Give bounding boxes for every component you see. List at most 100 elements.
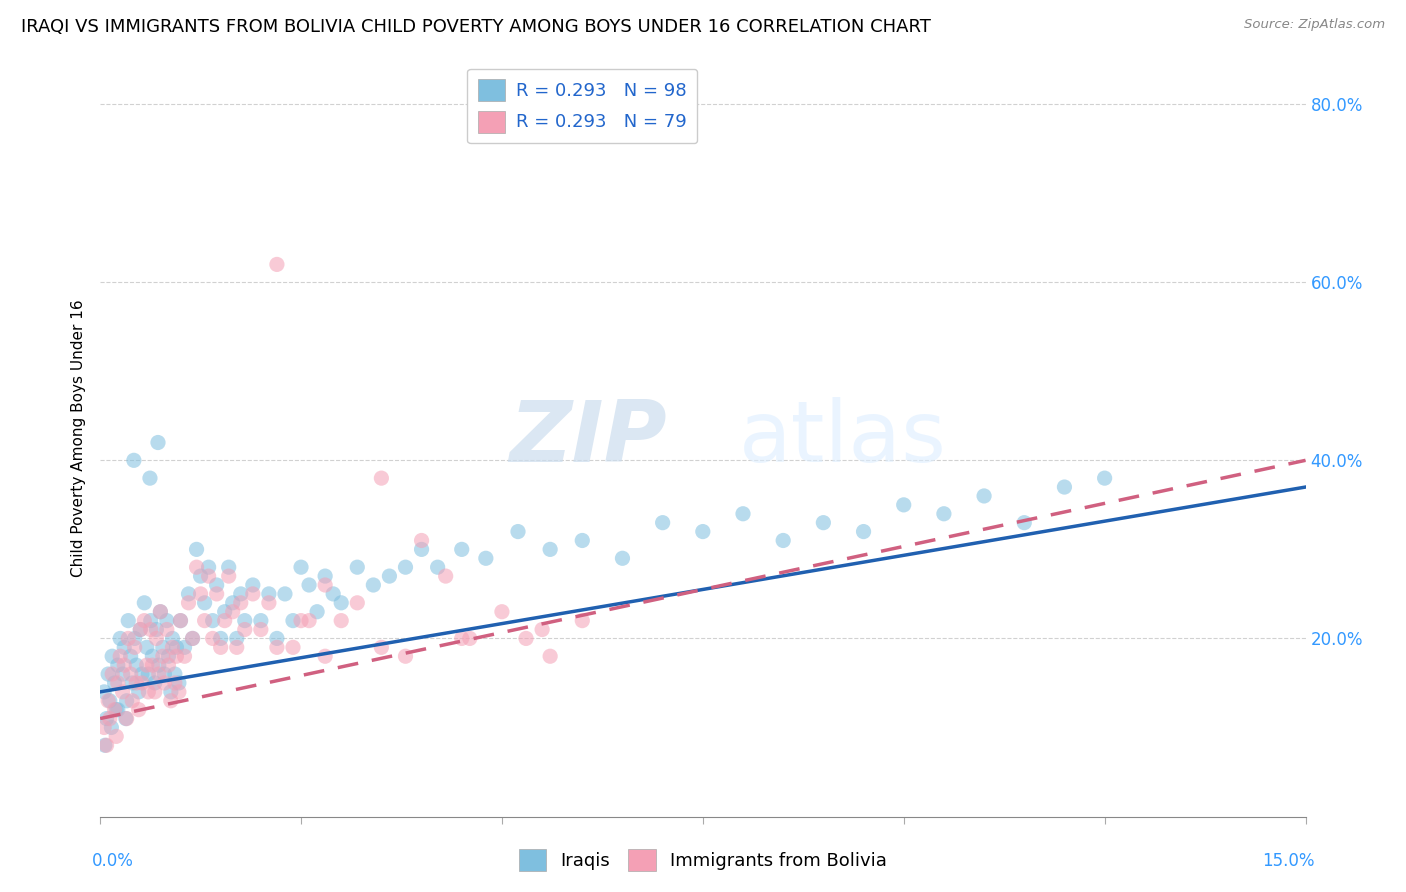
Point xyxy=(115,712,138,726)
Point xyxy=(111,685,134,699)
Point xyxy=(209,632,232,646)
Point xyxy=(153,667,176,681)
Text: IRAQI VS IMMIGRANTS FROM BOLIVIA CHILD POVERTY AMONG BOYS UNDER 16 CORRELATION C: IRAQI VS IMMIGRANTS FROM BOLIVIA CHILD P… xyxy=(21,18,931,36)
Point xyxy=(107,703,129,717)
Point xyxy=(314,649,336,664)
Point xyxy=(612,551,634,566)
Point xyxy=(100,721,122,735)
Point xyxy=(1053,480,1076,494)
Point xyxy=(107,676,129,690)
Point xyxy=(145,632,167,646)
Point xyxy=(932,507,955,521)
Point xyxy=(458,632,481,646)
Point xyxy=(257,587,280,601)
Point xyxy=(378,569,401,583)
Point xyxy=(538,542,561,557)
Point xyxy=(173,649,195,664)
Point xyxy=(394,560,416,574)
Point xyxy=(104,703,127,717)
Point xyxy=(692,524,714,539)
Point xyxy=(166,640,188,655)
Point xyxy=(229,596,252,610)
Point xyxy=(112,640,135,655)
Point xyxy=(274,587,297,601)
Point xyxy=(156,614,179,628)
Point xyxy=(394,649,416,664)
Point xyxy=(143,685,166,699)
Point xyxy=(120,649,142,664)
Point xyxy=(813,516,835,530)
Point xyxy=(93,685,115,699)
Point xyxy=(322,587,344,601)
Point xyxy=(120,667,142,681)
Point xyxy=(330,596,353,610)
Point xyxy=(194,614,217,628)
Point xyxy=(139,623,162,637)
Point xyxy=(330,614,353,628)
Point xyxy=(225,632,247,646)
Point xyxy=(97,694,120,708)
Point xyxy=(163,667,186,681)
Point xyxy=(290,560,312,574)
Point xyxy=(190,569,212,583)
Point xyxy=(370,471,392,485)
Point xyxy=(112,658,135,673)
Point xyxy=(531,623,554,637)
Point xyxy=(128,703,150,717)
Point xyxy=(152,649,174,664)
Point xyxy=(190,587,212,601)
Point xyxy=(281,614,304,628)
Point xyxy=(218,560,240,574)
Point xyxy=(139,614,162,628)
Point xyxy=(139,471,162,485)
Point xyxy=(222,605,245,619)
Point xyxy=(167,676,190,690)
Point xyxy=(233,623,256,637)
Point xyxy=(134,596,156,610)
Point xyxy=(314,569,336,583)
Point xyxy=(96,712,118,726)
Point xyxy=(186,542,208,557)
Point xyxy=(162,632,184,646)
Point xyxy=(242,587,264,601)
Point xyxy=(225,640,247,655)
Point xyxy=(173,640,195,655)
Legend: Iraqis, Immigrants from Bolivia: Iraqis, Immigrants from Bolivia xyxy=(512,842,894,879)
Point xyxy=(314,578,336,592)
Point xyxy=(893,498,915,512)
Point xyxy=(538,649,561,664)
Y-axis label: Child Poverty Among Boys Under 16: Child Poverty Among Boys Under 16 xyxy=(72,299,86,577)
Point xyxy=(98,694,121,708)
Point xyxy=(852,524,875,539)
Point xyxy=(290,614,312,628)
Point xyxy=(307,605,329,619)
Point xyxy=(731,507,754,521)
Point xyxy=(250,623,273,637)
Point xyxy=(450,542,472,557)
Point xyxy=(218,569,240,583)
Point xyxy=(515,632,537,646)
Point xyxy=(651,516,673,530)
Point xyxy=(186,560,208,574)
Point xyxy=(205,578,228,592)
Point xyxy=(97,667,120,681)
Point xyxy=(363,578,385,592)
Text: atlas: atlas xyxy=(740,397,948,480)
Point xyxy=(370,640,392,655)
Point xyxy=(233,614,256,628)
Point xyxy=(242,578,264,592)
Point xyxy=(117,614,139,628)
Point xyxy=(122,453,145,467)
Point xyxy=(426,560,449,574)
Point xyxy=(160,685,183,699)
Point xyxy=(105,730,128,744)
Point xyxy=(250,614,273,628)
Text: 0.0%: 0.0% xyxy=(91,852,134,870)
Point xyxy=(101,667,124,681)
Point xyxy=(149,605,172,619)
Point xyxy=(157,658,180,673)
Point xyxy=(115,712,138,726)
Point xyxy=(266,632,288,646)
Point xyxy=(167,685,190,699)
Point xyxy=(346,596,368,610)
